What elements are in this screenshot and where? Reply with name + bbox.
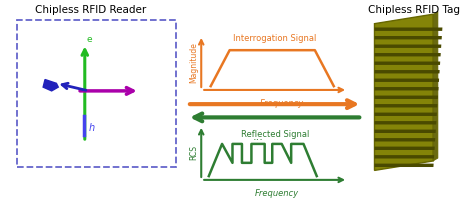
Polygon shape [374,70,440,73]
Polygon shape [374,129,436,133]
Polygon shape [374,53,441,56]
Polygon shape [374,138,435,142]
Text: Frequency: Frequency [260,99,304,109]
Polygon shape [374,36,442,39]
Text: Interrogation Signal: Interrogation Signal [233,34,317,43]
Text: Reflected Signal: Reflected Signal [241,130,309,139]
Polygon shape [374,28,442,31]
Text: Chipless RFID Reader: Chipless RFID Reader [35,5,146,15]
Polygon shape [374,45,441,48]
Polygon shape [43,80,58,91]
Text: e: e [87,35,92,44]
Polygon shape [374,62,440,65]
Bar [17,20,176,167]
Polygon shape [374,121,437,125]
Text: h: h [89,123,95,133]
Polygon shape [374,164,434,167]
Text: ...: ... [253,132,264,142]
Polygon shape [374,104,438,108]
Polygon shape [433,11,438,161]
Polygon shape [374,79,439,82]
Text: Magnitude: Magnitude [190,42,199,83]
Polygon shape [374,147,435,150]
Text: Frequency: Frequency [255,189,299,198]
Polygon shape [374,87,438,90]
Polygon shape [374,155,434,159]
Polygon shape [374,113,437,116]
Polygon shape [374,14,433,170]
Polygon shape [374,96,438,99]
Text: Chipless RFID Tag: Chipless RFID Tag [368,5,460,15]
Text: RCS: RCS [190,145,199,160]
